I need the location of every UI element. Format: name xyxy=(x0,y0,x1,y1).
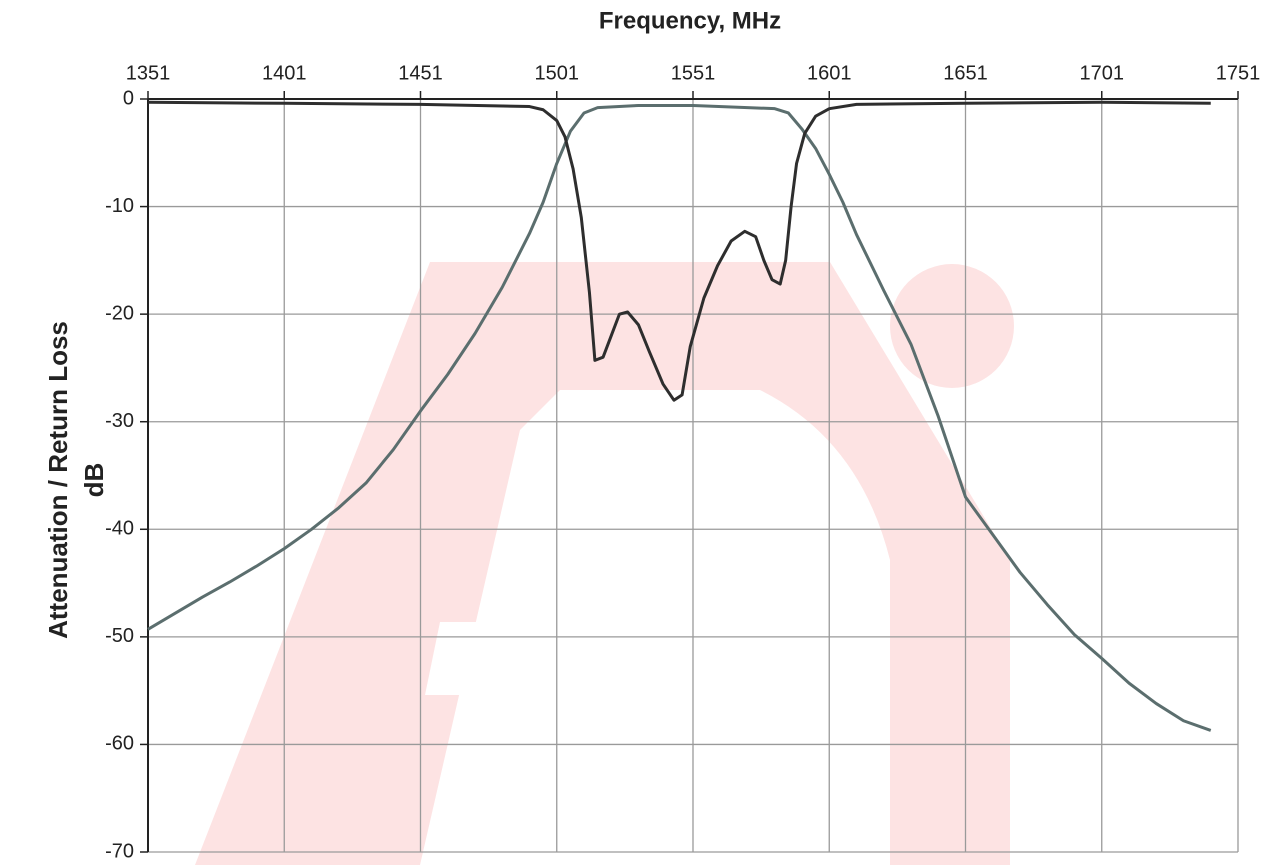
y-tick-label: -30 xyxy=(105,410,134,432)
y-tick-label: -20 xyxy=(105,302,134,324)
x-tick-label: 1751 xyxy=(1216,62,1261,84)
chart-title: Frequency, MHz xyxy=(599,7,781,34)
x-tick-label: 1551 xyxy=(671,62,716,84)
y-tick-label: 0 xyxy=(123,87,134,109)
x-tick-label: 1701 xyxy=(1080,62,1125,84)
watermark xyxy=(195,262,1014,865)
y-tick-label: -70 xyxy=(105,840,134,862)
y-axis-label: Attenuation / Return Loss xyxy=(43,321,73,639)
y-axis-label: dB xyxy=(79,463,109,498)
y-tick-label: -60 xyxy=(105,733,134,755)
x-tick-label: 1601 xyxy=(807,62,852,84)
y-tick-label: -50 xyxy=(105,625,134,647)
y-tick-label: -10 xyxy=(105,195,134,217)
x-tick-label: 1451 xyxy=(398,62,443,84)
x-tick-label: 1351 xyxy=(126,62,171,84)
x-tick-label: 1651 xyxy=(943,62,988,84)
y-tick-label: -40 xyxy=(105,518,134,540)
x-tick-label: 1501 xyxy=(535,62,580,84)
series-line xyxy=(147,103,1212,732)
x-tick-label: 1401 xyxy=(262,62,307,84)
series-line xyxy=(147,100,1211,402)
